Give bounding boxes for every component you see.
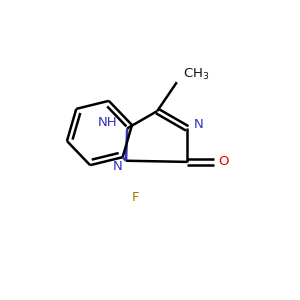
Text: N: N — [194, 118, 204, 131]
Text: NH: NH — [98, 116, 117, 129]
Text: F: F — [131, 191, 139, 204]
Text: CH$_3$: CH$_3$ — [183, 67, 210, 82]
Text: N: N — [113, 160, 123, 173]
Text: O: O — [218, 155, 228, 168]
